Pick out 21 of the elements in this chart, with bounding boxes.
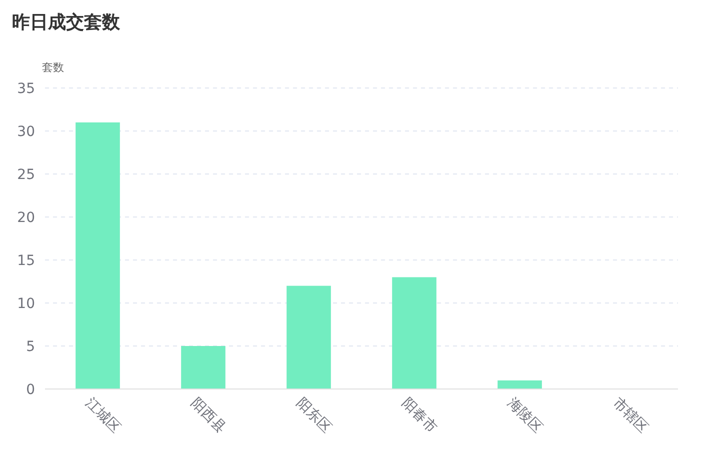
- bar: [498, 380, 542, 389]
- x-tick-label: 阳东区: [293, 395, 334, 436]
- bar: [286, 286, 331, 389]
- x-tick-label: 阳春市: [398, 395, 440, 436]
- y-tick-label: 0: [26, 382, 35, 398]
- y-tick-label: 10: [17, 296, 35, 312]
- chart-title: 昨日成交套数: [12, 12, 121, 33]
- y-tick-label: 30: [17, 124, 35, 140]
- bar: [392, 277, 436, 389]
- y-axis-title: 套数: [42, 61, 64, 74]
- bar: [181, 346, 226, 389]
- y-tick-label: 15: [17, 253, 35, 269]
- y-tick-label: 20: [17, 210, 35, 226]
- bar: [76, 122, 120, 389]
- x-tick-label: 江城区: [82, 395, 124, 436]
- y-tick-label: 5: [26, 339, 35, 355]
- x-tick-label: 阳西县: [188, 395, 229, 436]
- x-tick-label: 市辖区: [610, 395, 651, 436]
- y-tick-label: 35: [17, 81, 35, 97]
- x-tick-label: 海陵区: [504, 395, 546, 436]
- y-tick-label: 25: [17, 167, 35, 183]
